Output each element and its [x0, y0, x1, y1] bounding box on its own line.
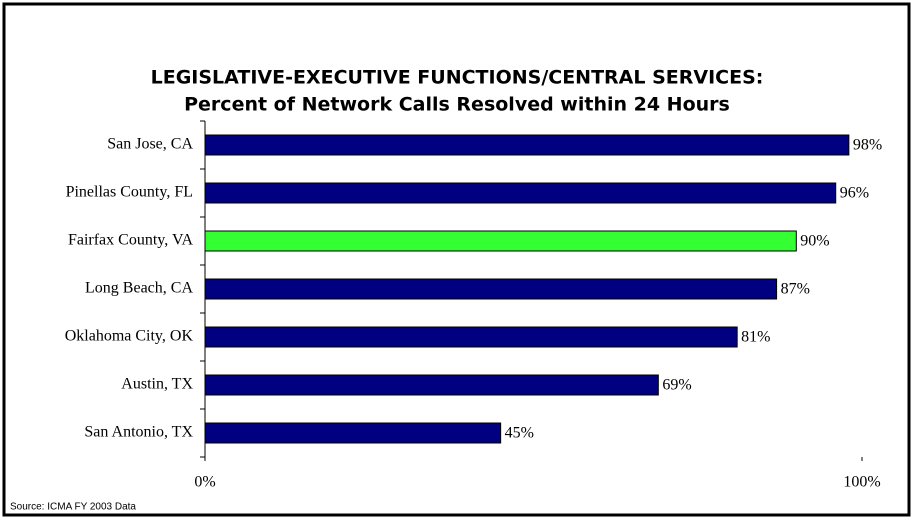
category-label: San Antonio, TX: [84, 424, 193, 441]
category-label: Pinellas County, FL: [66, 184, 193, 201]
value-label: 98%: [853, 137, 882, 154]
category-label: Long Beach, CA: [85, 280, 193, 297]
category-label: Austin, TX: [121, 376, 193, 393]
value-label: 96%: [840, 185, 869, 202]
category-label: Fairfax County, VA: [68, 232, 193, 249]
value-label: 87%: [781, 281, 810, 298]
bar: [204, 326, 738, 348]
source-note: Source: ICMA FY 2003 Data: [10, 502, 136, 513]
x-tick-label: 100%: [843, 474, 880, 491]
chart-title: LEGISLATIVE-EXECUTIVE FUNCTIONS/CENTRAL …: [151, 67, 764, 89]
bar: [204, 182, 837, 204]
value-label: 81%: [741, 329, 770, 346]
chart-subtitle: Percent of Network Calls Resolved within…: [184, 94, 730, 116]
bar: [204, 134, 850, 156]
x-tick-label: 0%: [194, 474, 215, 491]
value-label: 69%: [662, 377, 691, 394]
bar: [204, 374, 659, 396]
value-label: 90%: [800, 233, 829, 250]
bar: [204, 278, 778, 300]
bar: [204, 422, 502, 444]
bar: [204, 230, 797, 252]
category-label: San Jose, CA: [107, 136, 193, 153]
category-label: Oklahoma City, OK: [65, 328, 194, 345]
value-label: 45%: [505, 425, 534, 442]
